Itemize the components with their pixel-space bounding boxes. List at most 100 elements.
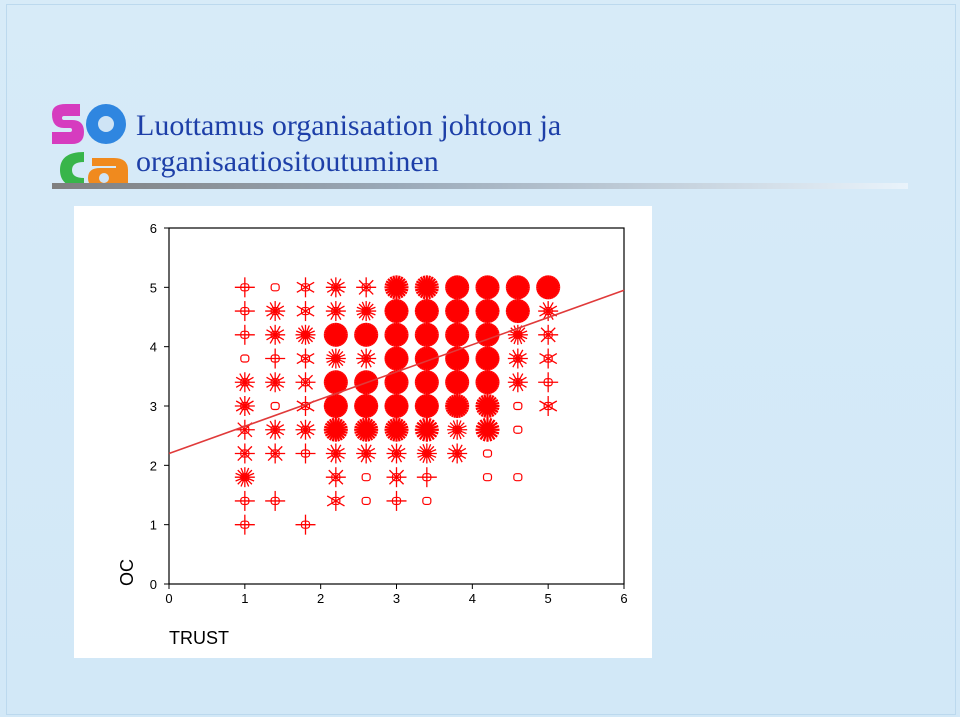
- sunflower-point: [414, 417, 439, 442]
- sunflower-point: [447, 443, 468, 464]
- sunflower-point: [384, 417, 409, 442]
- sunflower-point: [475, 346, 500, 371]
- sunflower-point: [507, 372, 528, 393]
- sunflower-point: [513, 401, 523, 411]
- sunflower-point: [325, 301, 346, 322]
- petal: [539, 352, 558, 365]
- sunflower-point: [536, 275, 561, 300]
- petal: [393, 322, 400, 347]
- point-core: [361, 473, 371, 482]
- petal: [296, 352, 315, 365]
- petal: [540, 327, 556, 343]
- sunflower-point: [414, 299, 439, 324]
- sunflower-point: [265, 443, 286, 464]
- slide-frame: [6, 4, 956, 715]
- sunflower-point: [482, 449, 493, 458]
- petal: [512, 349, 524, 368]
- sunflower-point: [354, 394, 379, 418]
- petal: [392, 417, 401, 442]
- petal: [390, 444, 403, 463]
- sunflower-point: [475, 275, 500, 300]
- scatter-chart: 0 1 2 3 4 5 6 0 1 2 3 4 5 6 TRUST OC: [117, 221, 628, 648]
- sunflower-point: [234, 514, 255, 535]
- petal: [330, 302, 342, 321]
- petal: [544, 275, 552, 300]
- sunflower-point: [325, 277, 346, 298]
- petal: [237, 422, 253, 438]
- petal: [539, 400, 558, 412]
- petal: [422, 417, 432, 442]
- sunflower-point: [414, 370, 439, 395]
- sunflower-point: [538, 372, 559, 393]
- petal: [393, 394, 400, 418]
- petal: [453, 370, 461, 395]
- sunflower-point: [354, 322, 379, 347]
- petal: [332, 370, 340, 395]
- sunflower-point: [356, 277, 377, 298]
- sunflower-point: [295, 372, 316, 393]
- petal: [267, 445, 283, 461]
- sunflower-point: [234, 372, 255, 393]
- sunflower-point: [513, 425, 523, 434]
- sunflower-point: [386, 490, 407, 511]
- sunflower-point: [445, 370, 470, 395]
- petal: [328, 469, 344, 485]
- slide-title-line2: organisaatiositoutuminen: [136, 145, 439, 178]
- sunflower-point: [447, 419, 468, 440]
- sunflower-point: [505, 299, 530, 324]
- y-tick-label: 4: [150, 340, 157, 355]
- sunflower-point: [356, 443, 377, 464]
- petal: [269, 420, 281, 439]
- petal: [326, 495, 345, 507]
- y-axis-label: OC: [117, 559, 137, 586]
- point-core: [240, 354, 250, 363]
- sunflower-point: [325, 348, 346, 369]
- x-tick-label: 1: [241, 591, 248, 606]
- point-core: [513, 425, 523, 434]
- sunflower-point: [325, 443, 346, 464]
- sunflower-point: [234, 396, 255, 416]
- petal: [388, 469, 405, 485]
- sunflower-point: [445, 346, 470, 371]
- petal: [393, 370, 400, 395]
- sunflower-point: [445, 322, 470, 347]
- sunflower-point: [475, 394, 500, 418]
- y-tick-label: 3: [150, 399, 157, 414]
- sunflower-point: [325, 467, 346, 488]
- sunflower-point: [270, 401, 280, 411]
- petal: [362, 322, 370, 347]
- point-core: [482, 449, 493, 458]
- sunflower-point: [414, 322, 439, 347]
- point-core: [270, 401, 280, 411]
- sunflower-point: [234, 467, 255, 488]
- petal: [330, 444, 342, 463]
- petal: [301, 325, 310, 345]
- sunflower-point: [234, 490, 255, 511]
- petal: [484, 346, 491, 371]
- petal: [452, 420, 462, 440]
- sunflower-point: [507, 348, 528, 369]
- petal: [514, 275, 522, 300]
- point-core: [422, 496, 432, 506]
- y-tick-label: 1: [150, 518, 157, 533]
- sunflower-point: [234, 277, 255, 298]
- petal: [393, 346, 400, 371]
- y-tick-label: 6: [150, 221, 157, 236]
- sunflower-point: [386, 467, 407, 488]
- fit-line: [168, 289, 625, 455]
- sunflower-point: [323, 394, 348, 418]
- petal: [422, 443, 432, 463]
- sunflower-point: [296, 348, 315, 369]
- petal: [451, 444, 463, 463]
- sunflower-point: [505, 275, 530, 300]
- petal: [453, 394, 461, 418]
- petal: [392, 275, 401, 300]
- petal: [331, 417, 341, 442]
- petal: [453, 299, 461, 324]
- sunflower-point: [384, 299, 409, 324]
- chart-panel: 0 1 2 3 4 5 6 0 1 2 3 4 5 6 TRUST OC: [74, 206, 652, 658]
- sunflower-point: [270, 283, 280, 292]
- sunflower-point: [513, 473, 523, 482]
- sunflower-point: [265, 490, 286, 511]
- sunflower-point: [445, 275, 470, 300]
